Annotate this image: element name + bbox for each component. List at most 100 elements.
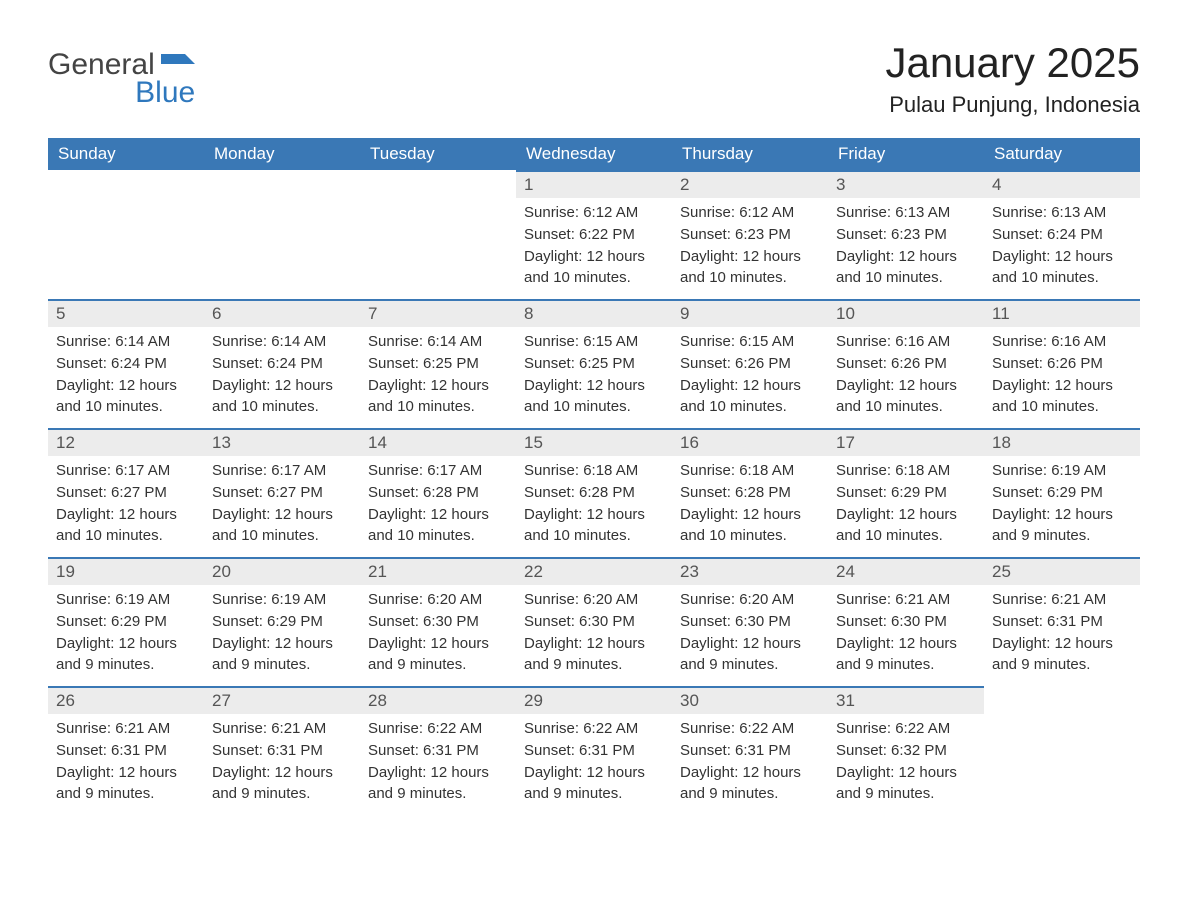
day-details: Sunrise: 6:18 AMSunset: 6:29 PMDaylight:…: [828, 456, 984, 557]
daylight-text: Daylight: 12 hours and 10 minutes.: [836, 246, 976, 290]
day-details: Sunrise: 6:17 AMSunset: 6:27 PMDaylight:…: [204, 456, 360, 557]
daylight-text: Daylight: 12 hours and 10 minutes.: [56, 504, 196, 548]
day-details: Sunrise: 6:12 AMSunset: 6:23 PMDaylight:…: [672, 198, 828, 299]
day-details: Sunrise: 6:22 AMSunset: 6:31 PMDaylight:…: [516, 714, 672, 815]
sunset-text: Sunset: 6:31 PM: [56, 740, 196, 762]
day-details: Sunrise: 6:22 AMSunset: 6:31 PMDaylight:…: [360, 714, 516, 815]
sunset-text: Sunset: 6:24 PM: [992, 224, 1132, 246]
sunset-text: Sunset: 6:29 PM: [212, 611, 352, 633]
day-details: Sunrise: 6:18 AMSunset: 6:28 PMDaylight:…: [516, 456, 672, 557]
sunset-text: Sunset: 6:25 PM: [524, 353, 664, 375]
calendar-week: 26Sunrise: 6:21 AMSunset: 6:31 PMDayligh…: [48, 686, 1140, 815]
calendar-week: 5Sunrise: 6:14 AMSunset: 6:24 PMDaylight…: [48, 299, 1140, 428]
calendar-cell: [360, 170, 516, 299]
day-number: 24: [828, 557, 984, 585]
weekday-header: Friday: [828, 138, 984, 170]
daylight-text: Daylight: 12 hours and 10 minutes.: [524, 375, 664, 419]
day-number: 27: [204, 686, 360, 714]
daylight-text: Daylight: 12 hours and 9 minutes.: [680, 633, 820, 677]
sunset-text: Sunset: 6:27 PM: [56, 482, 196, 504]
sunrise-text: Sunrise: 6:22 AM: [524, 718, 664, 740]
day-details: Sunrise: 6:19 AMSunset: 6:29 PMDaylight:…: [984, 456, 1140, 557]
day-number: 28: [360, 686, 516, 714]
sunset-text: Sunset: 6:26 PM: [680, 353, 820, 375]
calendar-cell: 2Sunrise: 6:12 AMSunset: 6:23 PMDaylight…: [672, 170, 828, 299]
day-number: 12: [48, 428, 204, 456]
sunrise-text: Sunrise: 6:14 AM: [56, 331, 196, 353]
sunrise-text: Sunrise: 6:12 AM: [524, 202, 664, 224]
day-number: 29: [516, 686, 672, 714]
day-number: 19: [48, 557, 204, 585]
weekday-header: Wednesday: [516, 138, 672, 170]
daylight-text: Daylight: 12 hours and 9 minutes.: [992, 504, 1132, 548]
calendar-cell: 31Sunrise: 6:22 AMSunset: 6:32 PMDayligh…: [828, 686, 984, 815]
day-details: Sunrise: 6:20 AMSunset: 6:30 PMDaylight:…: [516, 585, 672, 686]
sunset-text: Sunset: 6:29 PM: [56, 611, 196, 633]
sunset-text: Sunset: 6:31 PM: [524, 740, 664, 762]
day-number: 16: [672, 428, 828, 456]
sunset-text: Sunset: 6:30 PM: [836, 611, 976, 633]
day-number: 17: [828, 428, 984, 456]
sunrise-text: Sunrise: 6:22 AM: [368, 718, 508, 740]
day-details: Sunrise: 6:19 AMSunset: 6:29 PMDaylight:…: [48, 585, 204, 686]
day-details: Sunrise: 6:18 AMSunset: 6:28 PMDaylight:…: [672, 456, 828, 557]
day-details: Sunrise: 6:22 AMSunset: 6:31 PMDaylight:…: [672, 714, 828, 815]
sunrise-text: Sunrise: 6:21 AM: [56, 718, 196, 740]
daylight-text: Daylight: 12 hours and 9 minutes.: [368, 633, 508, 677]
sunrise-text: Sunrise: 6:17 AM: [368, 460, 508, 482]
day-details: Sunrise: 6:14 AMSunset: 6:24 PMDaylight:…: [48, 327, 204, 428]
sunset-text: Sunset: 6:24 PM: [212, 353, 352, 375]
daylight-text: Daylight: 12 hours and 9 minutes.: [212, 762, 352, 806]
calendar-cell: 10Sunrise: 6:16 AMSunset: 6:26 PMDayligh…: [828, 299, 984, 428]
sunset-text: Sunset: 6:24 PM: [56, 353, 196, 375]
daylight-text: Daylight: 12 hours and 9 minutes.: [524, 633, 664, 677]
sunset-text: Sunset: 6:23 PM: [680, 224, 820, 246]
calendar-cell: 19Sunrise: 6:19 AMSunset: 6:29 PMDayligh…: [48, 557, 204, 686]
calendar-cell: 1Sunrise: 6:12 AMSunset: 6:22 PMDaylight…: [516, 170, 672, 299]
sunrise-text: Sunrise: 6:15 AM: [524, 331, 664, 353]
sunset-text: Sunset: 6:26 PM: [992, 353, 1132, 375]
calendar-cell: 21Sunrise: 6:20 AMSunset: 6:30 PMDayligh…: [360, 557, 516, 686]
calendar-cell: 3Sunrise: 6:13 AMSunset: 6:23 PMDaylight…: [828, 170, 984, 299]
day-number: 7: [360, 299, 516, 327]
sunrise-text: Sunrise: 6:21 AM: [836, 589, 976, 611]
daylight-text: Daylight: 12 hours and 10 minutes.: [368, 504, 508, 548]
sunset-text: Sunset: 6:28 PM: [368, 482, 508, 504]
day-number: 11: [984, 299, 1140, 327]
sunrise-text: Sunrise: 6:16 AM: [992, 331, 1132, 353]
header: General Blue January 2025 Pulau Punjung,…: [48, 40, 1140, 132]
day-number: 30: [672, 686, 828, 714]
sunrise-text: Sunrise: 6:18 AM: [524, 460, 664, 482]
sunrise-text: Sunrise: 6:20 AM: [368, 589, 508, 611]
day-details: Sunrise: 6:15 AMSunset: 6:26 PMDaylight:…: [672, 327, 828, 428]
day-number: 23: [672, 557, 828, 585]
day-number: 3: [828, 170, 984, 198]
day-number: 2: [672, 170, 828, 198]
day-details: Sunrise: 6:14 AMSunset: 6:24 PMDaylight:…: [204, 327, 360, 428]
day-details: Sunrise: 6:22 AMSunset: 6:32 PMDaylight:…: [828, 714, 984, 815]
calendar-cell: 24Sunrise: 6:21 AMSunset: 6:30 PMDayligh…: [828, 557, 984, 686]
daylight-text: Daylight: 12 hours and 10 minutes.: [992, 246, 1132, 290]
calendar-cell: 17Sunrise: 6:18 AMSunset: 6:29 PMDayligh…: [828, 428, 984, 557]
sunset-text: Sunset: 6:31 PM: [680, 740, 820, 762]
day-number: 25: [984, 557, 1140, 585]
day-details: Sunrise: 6:21 AMSunset: 6:30 PMDaylight:…: [828, 585, 984, 686]
daylight-text: Daylight: 12 hours and 10 minutes.: [368, 375, 508, 419]
sunrise-text: Sunrise: 6:14 AM: [212, 331, 352, 353]
daylight-text: Daylight: 12 hours and 10 minutes.: [680, 375, 820, 419]
calendar-cell: 26Sunrise: 6:21 AMSunset: 6:31 PMDayligh…: [48, 686, 204, 815]
daylight-text: Daylight: 12 hours and 9 minutes.: [992, 633, 1132, 677]
sunset-text: Sunset: 6:29 PM: [836, 482, 976, 504]
sunrise-text: Sunrise: 6:20 AM: [524, 589, 664, 611]
calendar-cell: 18Sunrise: 6:19 AMSunset: 6:29 PMDayligh…: [984, 428, 1140, 557]
sunrise-text: Sunrise: 6:21 AM: [212, 718, 352, 740]
calendar-cell: 7Sunrise: 6:14 AMSunset: 6:25 PMDaylight…: [360, 299, 516, 428]
day-number: 9: [672, 299, 828, 327]
day-details: Sunrise: 6:16 AMSunset: 6:26 PMDaylight:…: [984, 327, 1140, 428]
sunrise-text: Sunrise: 6:18 AM: [836, 460, 976, 482]
daylight-text: Daylight: 12 hours and 10 minutes.: [212, 504, 352, 548]
calendar-header-row: SundayMondayTuesdayWednesdayThursdayFrid…: [48, 138, 1140, 170]
location-label: Pulau Punjung, Indonesia: [885, 92, 1140, 118]
sunset-text: Sunset: 6:27 PM: [212, 482, 352, 504]
day-details: Sunrise: 6:19 AMSunset: 6:29 PMDaylight:…: [204, 585, 360, 686]
